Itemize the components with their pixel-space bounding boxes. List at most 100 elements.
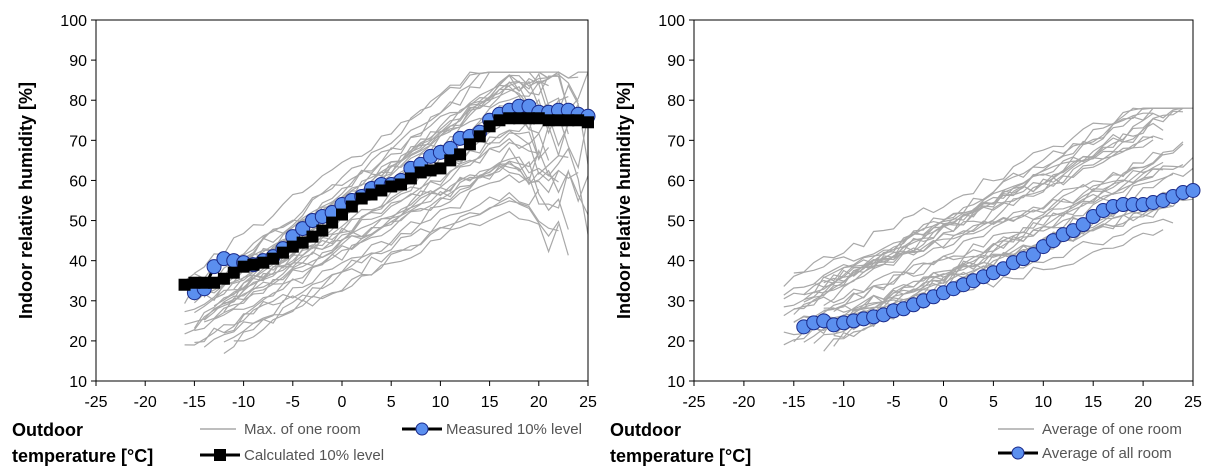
x-tick-label: -20 <box>732 394 755 411</box>
data-point-square <box>198 276 211 289</box>
x-tick-label: 20 <box>530 394 548 411</box>
data-point-square <box>385 180 398 193</box>
y-tick-label: 100 <box>658 13 685 30</box>
data-point-circle <box>1025 247 1041 263</box>
room-line <box>793 191 1174 315</box>
y-tick-label: 30 <box>667 294 685 311</box>
left-axis-ticks: 10 20 30 40 50 60 70 80 90 100 -25 -20 -15 -10 -5 0 5 10 1… <box>60 13 597 411</box>
left-x-axis-label-line2: temperature [°C] <box>12 446 153 466</box>
left-x-axis-label-line1: Outdoor <box>12 420 83 440</box>
data-point-square <box>404 172 417 185</box>
data-point-square <box>247 258 260 271</box>
data-point-square <box>188 276 201 289</box>
legend-label: Calculated 10% level <box>244 447 384 464</box>
data-point-square <box>257 256 270 269</box>
room-line <box>793 107 1173 274</box>
y-tick-label: 30 <box>69 294 87 311</box>
room-line <box>194 168 589 344</box>
y-tick-label: 90 <box>69 53 87 70</box>
data-point-square <box>582 116 594 129</box>
right-legend: Average of one room Average of all room <box>998 421 1182 462</box>
data-point-square <box>345 200 358 213</box>
data-point-square <box>414 166 427 179</box>
legend-swatch-circle <box>415 422 429 436</box>
x-tick-label: -25 <box>84 394 107 411</box>
data-point-square <box>562 114 575 127</box>
data-point-square <box>503 112 516 125</box>
room-line <box>793 143 1184 323</box>
x-tick-label: -10 <box>832 394 855 411</box>
data-point-square <box>463 138 476 151</box>
room-line <box>223 210 560 343</box>
room-line <box>194 163 589 332</box>
data-point-square <box>454 148 467 161</box>
x-tick-label: 10 <box>1034 394 1052 411</box>
data-point-square <box>306 230 319 243</box>
data-point-square <box>355 192 368 205</box>
room-line <box>213 141 539 307</box>
room-line <box>783 176 1154 296</box>
data-point-square <box>227 266 240 279</box>
data-point-square <box>493 114 506 127</box>
y-tick-label: 60 <box>69 173 87 190</box>
room-line <box>823 202 1174 313</box>
x-tick-label: 0 <box>939 394 948 411</box>
room-line <box>783 139 1154 287</box>
data-point-square <box>375 184 388 197</box>
room-line <box>803 157 1194 343</box>
x-tick-label: 25 <box>1184 394 1202 411</box>
data-point-square <box>434 162 447 175</box>
right-y-axis-label: Indoor relative humidity [%] <box>614 82 634 319</box>
room-line <box>223 129 550 313</box>
x-tick-label: -20 <box>134 394 157 411</box>
data-point-square <box>522 112 535 125</box>
data-point-circle <box>1075 217 1091 233</box>
data-point-square <box>395 178 408 191</box>
x-tick-label: 10 <box>432 394 450 411</box>
x-tick-label: -10 <box>232 394 255 411</box>
data-point-square <box>296 236 309 249</box>
legend-label: Average of one room <box>1042 421 1182 438</box>
data-point-square <box>552 114 565 127</box>
data-point-circle <box>206 259 222 275</box>
data-point-circle <box>1185 182 1201 198</box>
y-tick-label: 70 <box>667 133 685 150</box>
y-tick-label: 10 <box>667 374 685 391</box>
room-line <box>233 196 569 342</box>
legend-label: Average of all room <box>1042 445 1172 462</box>
y-tick-label: 80 <box>667 93 685 110</box>
y-tick-label: 70 <box>69 133 87 150</box>
right-axis-ticks: 10 20 30 40 50 60 70 80 90 100 -25 -20 -15 -10 -5 0 5 10 1… <box>658 13 1202 411</box>
right-x-axis-label-line1: Outdoor <box>610 420 681 440</box>
room-line <box>223 148 559 354</box>
x-tick-label: 15 <box>1084 394 1102 411</box>
left-series-group <box>178 98 596 301</box>
y-tick-label: 20 <box>69 334 87 351</box>
data-point-square <box>326 216 339 229</box>
y-tick-label: 10 <box>69 374 87 391</box>
y-tick-label: 50 <box>69 214 87 231</box>
left-panel: 10 20 30 40 50 60 70 80 90 100 -25 -20 -15 -10 -5 0 5 10 1… <box>12 13 597 466</box>
x-tick-label: -25 <box>682 394 705 411</box>
data-point-square <box>365 188 378 201</box>
legend-label: Measured 10% level <box>446 421 582 438</box>
room-line <box>193 75 579 329</box>
x-tick-label: -15 <box>782 394 805 411</box>
data-point-circle <box>295 221 311 237</box>
right-series-group <box>796 182 1201 335</box>
data-point-square <box>316 224 329 237</box>
room-line <box>223 160 569 301</box>
data-point-square <box>572 114 585 127</box>
right-x-axis-label-line2: temperature [°C] <box>610 446 751 466</box>
y-tick-label: 40 <box>69 254 87 271</box>
data-point-square <box>178 278 191 291</box>
x-tick-label: 20 <box>1134 394 1152 411</box>
room-line <box>793 107 1193 310</box>
legend-label: Max. of one room <box>244 421 361 438</box>
data-point-square <box>276 246 289 259</box>
room-line <box>783 107 1184 308</box>
y-tick-label: 60 <box>667 173 685 190</box>
y-tick-label: 90 <box>667 53 685 70</box>
room-line <box>823 168 1164 284</box>
legend-swatch-square <box>214 449 226 461</box>
